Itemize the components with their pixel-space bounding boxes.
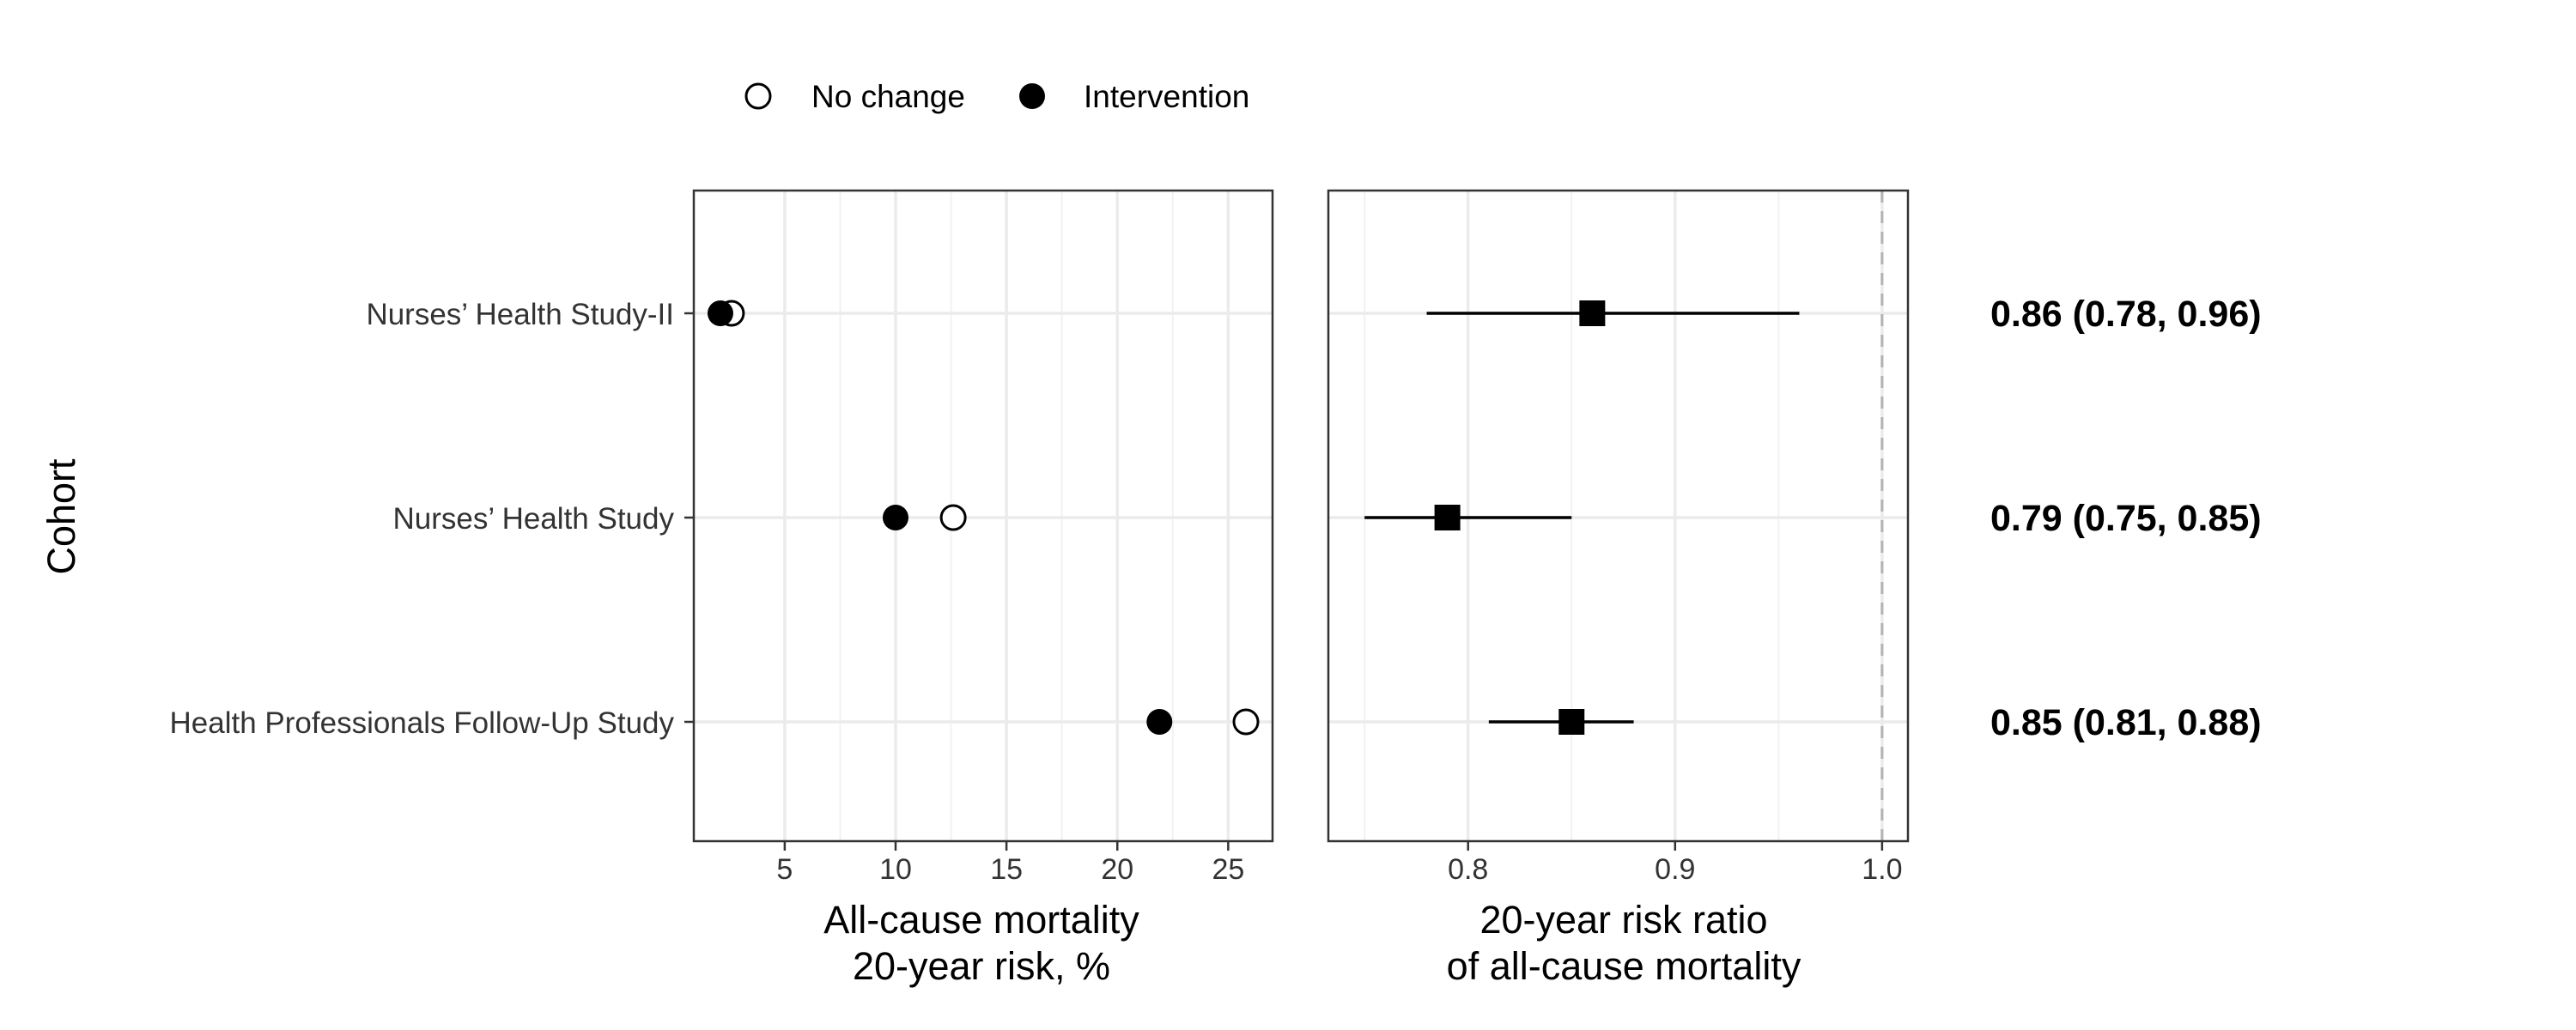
risk-panel: 5 10 15 20 25 All-cause mortality 20-year ri… (692, 189, 1274, 988)
cohort-label-nhs: Nurses’ Health Study (393, 502, 675, 536)
risk-ratio-panel-marks (1364, 300, 1800, 735)
risk-ratio-label: 0.86 (0.78, 0.96) (1990, 294, 2262, 335)
risk-panel-marks (707, 300, 1260, 736)
risk-x-tick-label: 10 (879, 853, 912, 886)
risk-panel-x-ticks: 5 10 15 20 25 (776, 841, 1244, 886)
risk-ratio-panel-frame (1327, 189, 1910, 843)
risk-ratio-point (1434, 505, 1461, 530)
point-intervention (882, 505, 908, 530)
risk-panel-grid (694, 191, 1273, 841)
risk-ratio-label: 0.79 (0.75, 0.85) (1990, 498, 2262, 539)
legend-label-intervention: Intervention (1084, 79, 1249, 114)
point-intervention (707, 300, 733, 326)
risk-x-tick-label: 15 (990, 853, 1023, 886)
cohort-labels: Nurses’ Health Study-II Nurses’ Health S… (170, 298, 694, 740)
rr-x-tick-label: 0.8 (1448, 853, 1488, 886)
legend-key-intervention (1019, 83, 1045, 109)
cohort-label-nhs2: Nurses’ Health Study-II (366, 298, 674, 331)
risk-x-axis-title-line2: 20-year risk, % (853, 944, 1110, 988)
risk-ratio-point (1579, 300, 1606, 326)
risk-ratio-panel-grid (1328, 191, 1908, 841)
rr-x-tick-label: 0.9 (1655, 853, 1695, 886)
risk-ratio-panel-x-ticks: 0.8 0.9 1.0 (1448, 841, 1902, 886)
point-no-change (1232, 708, 1260, 736)
risk-x-axis-title-line1: All-cause mortality (823, 898, 1139, 942)
risk-panel-frame (692, 189, 1274, 843)
risk-x-tick-label: 20 (1101, 853, 1133, 886)
risk-x-tick-label: 25 (1212, 853, 1244, 886)
legend-label-no-change: No change (811, 79, 965, 114)
y-axis-title: Cohort (39, 458, 83, 575)
risk-ratio-labels: 0.86 (0.78, 0.96) 0.79 (0.75, 0.85) 0.85 (… (1990, 294, 2262, 743)
risk-ratio-label: 0.85 (0.81, 0.88) (1990, 702, 2262, 743)
risk-ratio-panel: 0.8 0.9 1.0 20-year risk ratio of all-caus… (1327, 189, 1910, 988)
rr-x-tick-label: 1.0 (1862, 853, 1902, 886)
legend: No change Intervention (744, 79, 1249, 114)
risk-x-tick-label: 5 (776, 853, 793, 886)
risk-ratio-point (1558, 709, 1585, 735)
point-intervention (1146, 709, 1173, 735)
rr-x-axis-title-line1: 20-year risk ratio (1479, 898, 1767, 942)
rr-x-axis-title-line2: of all-cause mortality (1447, 944, 1801, 988)
legend-key-no-change (744, 82, 772, 110)
point-no-change (939, 504, 967, 531)
cohort-label-hpfs: Health Professionals Follow-Up Study (170, 706, 675, 740)
